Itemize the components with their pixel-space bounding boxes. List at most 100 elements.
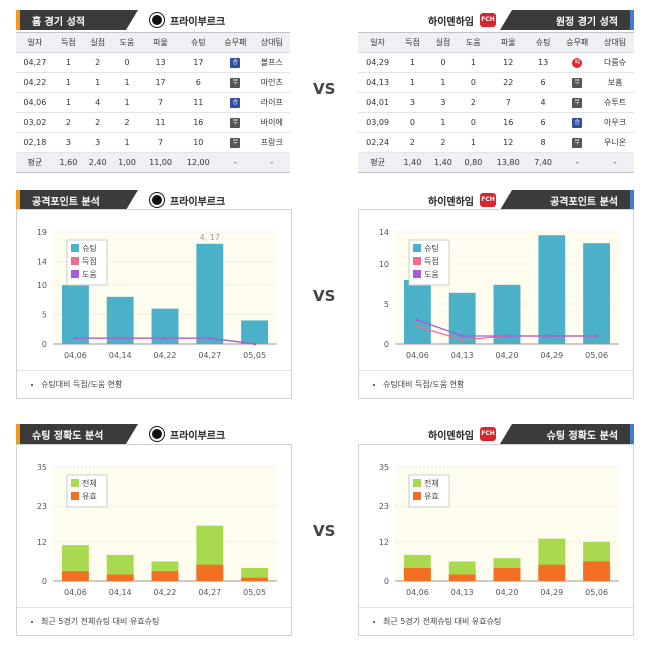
assists-point — [416, 318, 419, 322]
heidenheim-crest-icon: FCH — [480, 13, 496, 27]
avg-label: 평균 — [358, 152, 398, 173]
column-header: 상대팀 — [253, 32, 290, 53]
cell-shots: 11 — [179, 92, 218, 113]
cell-conceded: 0 — [427, 52, 459, 73]
legend-swatch — [71, 492, 79, 500]
cell-opponent: 우니온 — [596, 132, 634, 153]
cell-conceded: 3 — [427, 92, 459, 113]
cell-date: 02,18 — [16, 132, 54, 153]
avg-fouls: 13,80 — [488, 152, 528, 173]
cell-fouls: 17 — [141, 72, 180, 93]
cell-shots: 13 — [527, 52, 559, 73]
cell-shots: 6 — [527, 112, 559, 133]
y-tick-label: 35 — [379, 463, 389, 472]
home-attack-chart-box: 0 5 10 14 19 04,06 04,14 04,22 04,27 05,05 4, 17 슈팅… — [16, 209, 292, 399]
cell-shots: 10 — [179, 132, 218, 153]
on-target-bar — [403, 567, 431, 581]
legend-swatch — [413, 257, 421, 265]
cell-goals: 1 — [53, 72, 84, 93]
shots-bar — [61, 285, 89, 344]
result-badge: 무 — [572, 78, 583, 88]
cell-shots: 4 — [527, 92, 559, 113]
y-tick-label: 0 — [384, 340, 389, 349]
avg-conceded: 2,40 — [83, 152, 113, 173]
cell-goals: 1 — [397, 72, 428, 93]
legend-swatch — [413, 492, 421, 500]
vs-label-top: VS — [313, 80, 336, 98]
home-attack-header: 공격포인트 분석 — [16, 190, 138, 210]
column-header: 슈팅 — [179, 32, 218, 53]
assists-point — [505, 334, 509, 338]
on-target-bar — [106, 574, 134, 581]
legend-swatch — [413, 244, 421, 252]
assists-point — [550, 334, 554, 338]
column-header: 상대팀 — [596, 32, 634, 53]
cell-opponent: 슈투트 — [596, 92, 634, 113]
goals-point — [416, 325, 419, 328]
cell-date: 02,24 — [358, 132, 398, 153]
x-tick-label: 04,27 — [198, 588, 221, 597]
column-header: 득점 — [397, 32, 428, 53]
home-accuracy-footer: 최근 5경기 전체슈팅 대비 유효슈팅 — [17, 607, 291, 635]
away-attack-title: 공격포인트 분석 — [550, 196, 618, 208]
heidenheim-crest-icon: FCH — [480, 193, 496, 207]
cell-shots: 16 — [179, 112, 218, 133]
result-badge: 승 — [230, 58, 241, 68]
result-badge: 패 — [572, 58, 583, 68]
x-tick-label: 05,05 — [243, 588, 266, 597]
home-team-label: 프라이부르크 — [150, 10, 225, 30]
x-tick-label: 05,05 — [243, 351, 266, 360]
cell-fouls: 22 — [488, 72, 528, 93]
legend-label: 득점 — [82, 256, 97, 266]
cell-shots: 6 — [527, 72, 559, 93]
x-tick-label: 04,27 — [198, 351, 221, 360]
on-target-bar — [583, 561, 611, 581]
shots-bar — [106, 296, 134, 344]
cell-date: 04,27 — [16, 52, 54, 73]
cell-result: 무 — [217, 72, 254, 93]
cell-date: 04,29 — [358, 52, 398, 73]
y-tick-label: 0 — [384, 577, 389, 586]
cell-shots: 17 — [179, 52, 218, 73]
cell-result: 승 — [217, 92, 254, 113]
cell-date: 03,02 — [16, 112, 54, 133]
x-tick-label: 05,06 — [585, 351, 608, 360]
goals-point — [460, 338, 464, 342]
avg-goals: 1,60 — [53, 152, 84, 173]
home-accuracy-team-name: 프라이부르크 — [170, 430, 226, 442]
away-team-label: 하이덴하임 FCH — [428, 10, 496, 30]
away-attack-footer-text: 슈팅대비 득점/도움 현황 — [383, 380, 465, 389]
result-badge: 무 — [230, 78, 241, 88]
cell-assists: 0 — [112, 52, 142, 73]
legend-label: 도움 — [424, 270, 439, 279]
cell-date: 04,13 — [358, 72, 398, 93]
away-attack-header: 공격포인트 분석 — [500, 190, 634, 210]
on-target-bar — [448, 574, 476, 581]
column-header: 도움 — [112, 32, 142, 53]
home-attack-team-name: 프라이부르크 — [170, 196, 226, 208]
vs-label-attack: VS — [313, 287, 336, 305]
away-accuracy-footer: 최근 5경기 전체슈팅 대비 유효슈팅 — [359, 607, 633, 635]
result-badge: 승 — [572, 118, 583, 128]
home-results-table: 일자 득점 실점 도움 파울 슈팅 승무패 상대팀 04,27 1 2 0 13 17 승 볼프스 04,22… — [16, 32, 290, 173]
home-attack-title: 공격포인트 분석 — [32, 196, 100, 208]
cell-assists: 0 — [458, 112, 489, 133]
away-accuracy-title: 슈팅 정확도 분석 — [546, 430, 618, 442]
avg-result: - — [558, 152, 597, 173]
x-tick-label: 04,13 — [451, 351, 474, 360]
legend-swatch — [413, 479, 421, 487]
away-results-table: 일자 득점 실점 도움 파울 슈팅 승무패 상대팀 04,29 1 0 1 12 13 패 다름슈 04,13… — [358, 32, 634, 173]
column-header: 파울 — [141, 32, 180, 53]
column-header: 도움 — [458, 32, 489, 53]
home-results-title: 홈 경기 성적 — [32, 16, 85, 28]
table-row: 02,18 3 3 1 7 10 무 프랑크 — [16, 132, 290, 153]
cell-fouls: 7 — [488, 92, 528, 113]
table-row: 04,27 1 2 0 13 17 승 볼프스 — [16, 52, 290, 73]
shots-bar — [493, 284, 521, 344]
assists-point — [253, 342, 256, 346]
table-row: 03,02 2 2 2 11 16 무 바이에 — [16, 112, 290, 133]
cell-assists: 1 — [112, 72, 142, 93]
legend-swatch — [71, 479, 79, 487]
vs-label-accuracy: VS — [313, 522, 336, 540]
